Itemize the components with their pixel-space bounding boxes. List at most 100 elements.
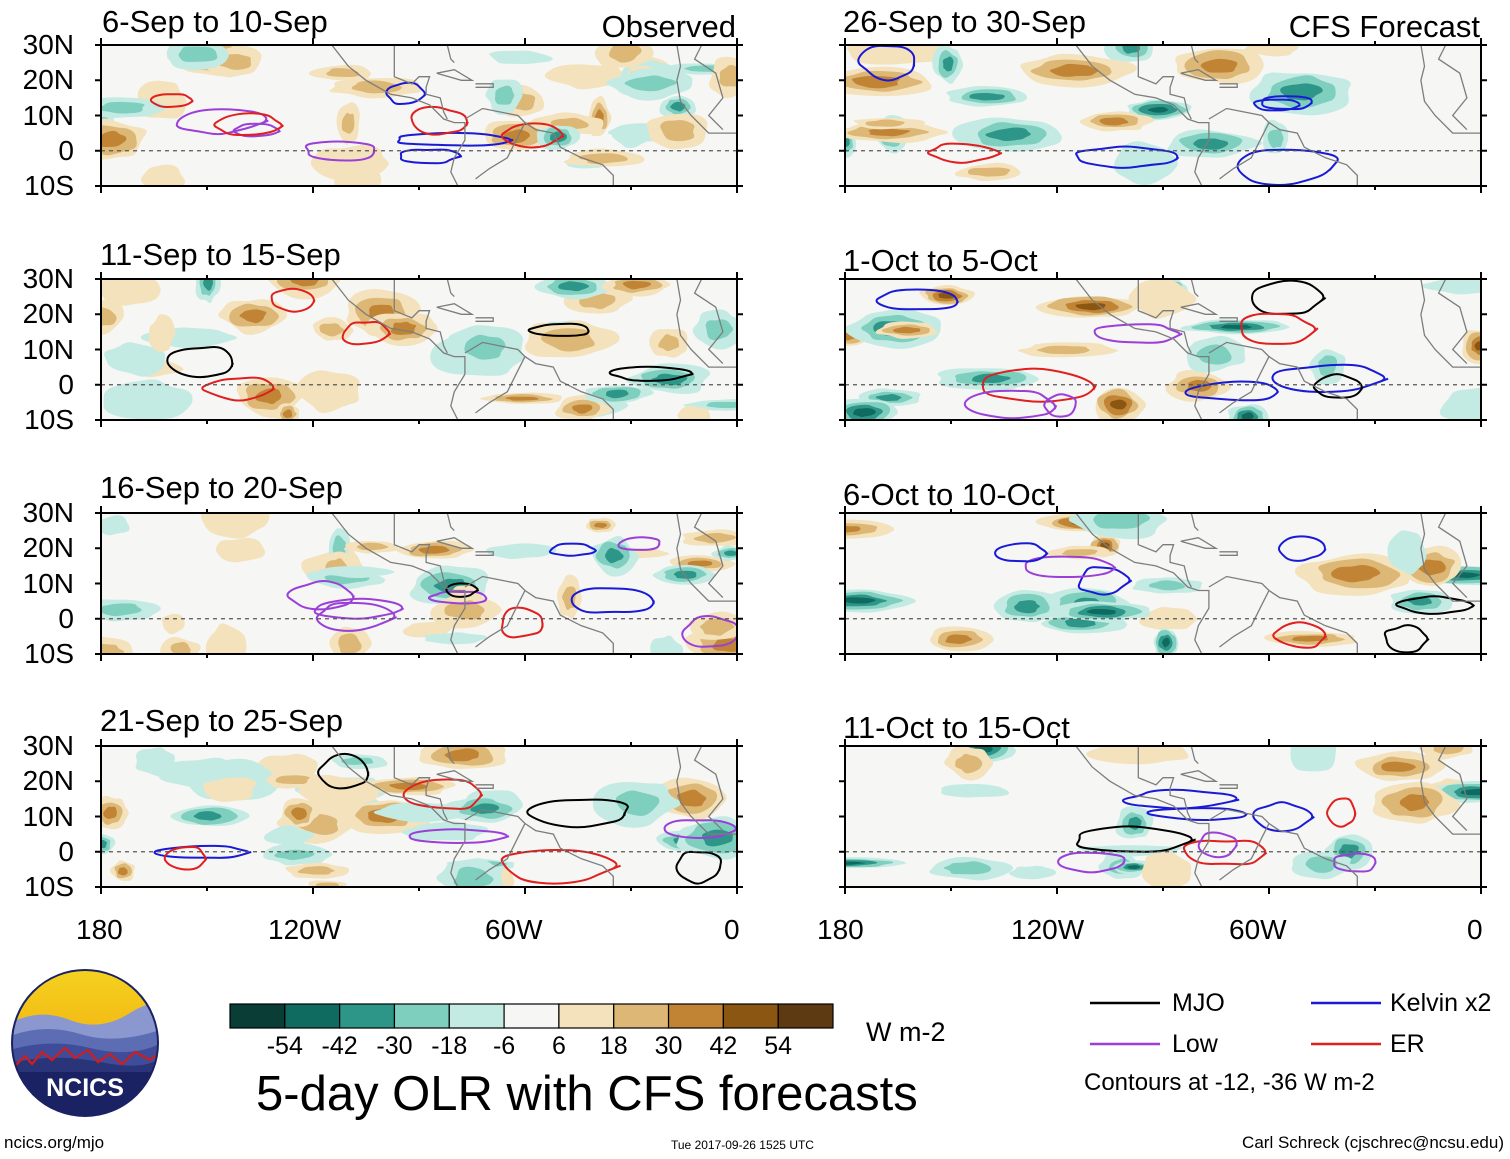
coastline: [1219, 823, 1270, 881]
wave-contour: [313, 597, 405, 620]
olr-anomaly-patch: [402, 622, 455, 638]
coastline: [1208, 341, 1358, 420]
coastline: [1180, 770, 1219, 782]
wave-contour: [1271, 363, 1389, 394]
coastline: [1180, 303, 1219, 315]
lon-tick-label: 0: [724, 914, 740, 945]
wave-contour: [570, 587, 655, 614]
coastline: [1219, 83, 1238, 88]
olr-anomaly-patch: [101, 130, 127, 148]
coastline: [475, 317, 494, 322]
map-panel: [95, 506, 743, 661]
lat-tick-label: 30N: [22, 497, 74, 528]
wave-contour: [963, 389, 1058, 420]
wave-contour: [1236, 148, 1339, 186]
lat-tick-label: 20N: [22, 64, 74, 96]
olr-anomaly-patch: [297, 866, 336, 875]
wave-contour: [427, 590, 488, 605]
coastline: [475, 784, 494, 789]
colorbar-tick-label: 6: [551, 1032, 566, 1060]
coastline: [464, 808, 614, 887]
olr-anomaly-patch: [1099, 117, 1129, 126]
coastline: [475, 83, 494, 88]
map-panel: [839, 38, 1487, 193]
map-panel: [95, 38, 743, 193]
coastline: [1190, 279, 1199, 298]
olr-anomaly-patch: [464, 334, 506, 360]
coastline: [1437, 45, 1468, 131]
olr-anomaly-patch: [1065, 618, 1096, 628]
colorbar-swatch: [284, 1003, 341, 1029]
wave-contour: [1146, 807, 1248, 822]
olr-anomaly-patch: [892, 326, 921, 334]
coastline: [295, 45, 466, 186]
olr-anomaly-patch: [945, 634, 974, 645]
wave-contour: [548, 542, 598, 557]
wave-contour: [500, 848, 621, 885]
olr-anomaly-patch: [955, 753, 983, 774]
panel-title: 21-Sep to 25-Sep: [100, 703, 344, 738]
wave-contour: [663, 819, 737, 839]
panel-title: 26-Sep to 30-Sep: [843, 4, 1087, 39]
olr-anomaly-patch: [1128, 279, 1199, 319]
lat-tick-label: 20N: [22, 765, 74, 797]
olr-anomaly-patch: [622, 280, 652, 290]
lon-tick-label: 120W: [1011, 914, 1085, 945]
wave-contour: [1251, 279, 1327, 315]
coastline: [1420, 746, 1481, 835]
coastline: [693, 513, 724, 599]
olr-anomaly-patch: [444, 748, 479, 762]
lat-tick-label: 0: [58, 602, 74, 634]
olr-anomaly-patch: [263, 825, 316, 846]
wave-contour: [675, 850, 722, 885]
olr-anomaly-patch: [1399, 794, 1430, 812]
olr-anomaly-patch: [1291, 635, 1329, 642]
olr-anomaly-patch: [1381, 761, 1417, 772]
coastline: [676, 513, 737, 602]
lon-tick-label: 120W: [268, 914, 342, 945]
wave-contour: [1043, 393, 1077, 418]
panel-title: 1-Oct to 5-Oct: [843, 243, 1038, 278]
olr-anomaly-patch: [255, 388, 282, 405]
coastline: [1208, 107, 1358, 186]
wave-contour: [608, 365, 694, 382]
colorbar-tick-label: -18: [431, 1032, 468, 1060]
olr-anomaly-patch: [658, 334, 680, 352]
olr-anomaly-patch: [319, 323, 345, 337]
wave-contour: [385, 81, 427, 106]
olr-anomaly-patch: [141, 164, 186, 186]
olr-anomaly-patch: [326, 68, 360, 78]
coastline: [393, 746, 448, 821]
olr-anomaly-patch: [291, 807, 307, 821]
olr-anomaly-patch: [341, 112, 355, 134]
olr-anomaly-patch: [611, 127, 649, 149]
wave-contour: [201, 376, 276, 402]
olr-anomaly-patch: [1049, 63, 1100, 77]
wave-contour: [1182, 839, 1268, 866]
colorbar-tick-label: 42: [709, 1032, 738, 1060]
olr-anomaly-patch: [853, 408, 877, 417]
coastline: [1180, 69, 1219, 81]
olr-anomaly-patch: [338, 633, 362, 654]
coastline: [693, 279, 724, 365]
olr-anomaly-patch: [624, 75, 679, 92]
olr-anomaly-patch: [660, 120, 695, 142]
coastline: [693, 746, 724, 832]
lon-tick-label: 0: [1467, 914, 1483, 945]
wave-contour: [617, 536, 661, 551]
olr-anomaly-patch: [1433, 746, 1464, 755]
coastline: [393, 279, 448, 354]
map-panel: [839, 739, 1487, 894]
lon-tick-label: 180: [817, 914, 864, 945]
lat-tick-label: 30N: [22, 730, 74, 761]
wave-contour: [527, 322, 590, 337]
olr-anomaly-patch: [572, 404, 593, 414]
wave-contour: [1024, 555, 1117, 579]
coastline: [1219, 784, 1238, 789]
map-panel: [95, 739, 743, 894]
olr-anomaly-patch: [341, 757, 374, 765]
olr-anomaly-patch: [865, 119, 905, 127]
coastline: [1420, 45, 1481, 134]
colorbar-tick-label: -6: [492, 1032, 516, 1060]
olr-anomaly-patch: [1086, 608, 1116, 615]
